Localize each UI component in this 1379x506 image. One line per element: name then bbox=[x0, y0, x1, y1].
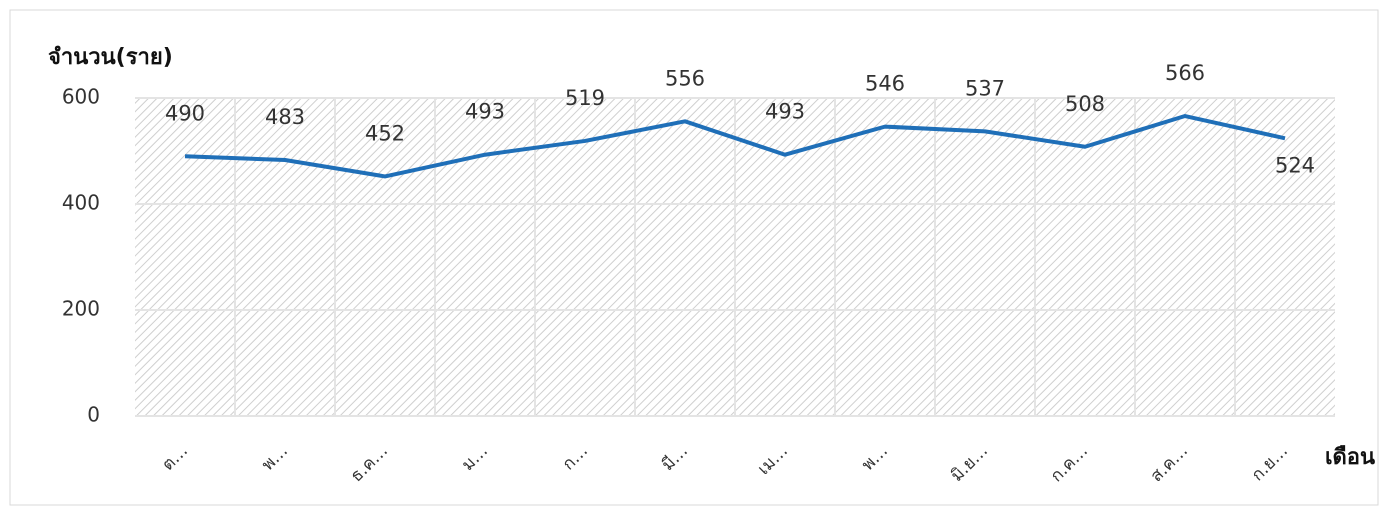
x-tick-label: พ… bbox=[858, 441, 892, 475]
x-tick-label: มิ.ย… bbox=[947, 441, 992, 486]
x-tick-label: เม… bbox=[754, 441, 792, 479]
x-tick-label: ธ.ค… bbox=[347, 441, 392, 486]
data-label: 508 bbox=[1065, 92, 1105, 116]
x-tick-label: ส.ค… bbox=[1147, 441, 1192, 486]
data-label: 490 bbox=[165, 101, 205, 125]
series-line bbox=[184, 114, 1286, 179]
data-label: 566 bbox=[1165, 61, 1205, 85]
data-label: 493 bbox=[465, 100, 505, 124]
y-tick-label: 200 bbox=[62, 297, 100, 321]
y-axis-title: จำนวน(ราย) bbox=[48, 45, 173, 70]
x-tick-label: มี… bbox=[658, 441, 692, 475]
chart-frame bbox=[9, 9, 1379, 506]
x-tick-label: ก.ย… bbox=[1248, 441, 1292, 485]
data-label: 493 bbox=[765, 100, 805, 124]
x-tick-label: พ… bbox=[258, 441, 292, 475]
data-label: 556 bbox=[665, 66, 705, 90]
x-axis-title: เดือน bbox=[1325, 445, 1375, 470]
y-tick-label: 0 bbox=[87, 403, 100, 427]
x-tick-label: ก.ค… bbox=[1047, 441, 1092, 486]
x-tick-label: ต… bbox=[158, 441, 192, 475]
data-label: 524 bbox=[1275, 153, 1315, 177]
data-label: 537 bbox=[965, 76, 1005, 100]
data-label: 452 bbox=[365, 121, 405, 145]
y-tick-label: 400 bbox=[62, 191, 100, 215]
y-tick-label: 600 bbox=[62, 85, 100, 109]
x-tick-label: ม… bbox=[458, 441, 492, 475]
data-label: 483 bbox=[265, 105, 305, 129]
data-label: 546 bbox=[865, 72, 905, 96]
data-label: 519 bbox=[565, 86, 605, 110]
x-tick-label: ก… bbox=[559, 441, 592, 474]
